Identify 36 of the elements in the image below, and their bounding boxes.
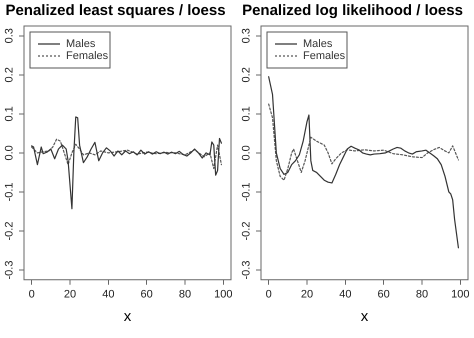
x-tick-label: 40 bbox=[339, 288, 352, 300]
x-tick-label: 20 bbox=[64, 288, 76, 300]
y-tick-label: 0.2 bbox=[240, 67, 253, 82]
x-axis-title: x bbox=[124, 308, 132, 326]
x-tick-label: 100 bbox=[214, 288, 233, 300]
x-tick-label: 100 bbox=[451, 288, 470, 300]
y-tick-label: 0.1 bbox=[4, 106, 16, 122]
y-tick-label: -0.3 bbox=[240, 260, 253, 280]
legend-label: Males bbox=[303, 38, 333, 50]
chart-title: Penalized log likelihood / loess bbox=[242, 2, 463, 20]
line-series bbox=[31, 138, 222, 170]
legend-label: Males bbox=[66, 38, 96, 50]
y-tick-label: 0.2 bbox=[4, 67, 16, 82]
y-tick-label: 0.0 bbox=[240, 145, 253, 161]
line-series bbox=[268, 103, 460, 181]
x-tick-label: 0 bbox=[266, 288, 272, 300]
x-axis-title: x bbox=[360, 308, 369, 326]
x-tick-label: 80 bbox=[416, 288, 428, 300]
legend-label: Females bbox=[303, 50, 346, 62]
x-tick-label: 40 bbox=[102, 288, 114, 300]
legend-label: Females bbox=[66, 50, 109, 62]
y-tick-label: 0.3 bbox=[4, 28, 16, 44]
y-tick-label: 0.1 bbox=[240, 106, 253, 122]
y-tick-label: 0.3 bbox=[240, 28, 253, 44]
x-tick-label: 80 bbox=[178, 288, 192, 300]
x-tick-label: 0 bbox=[28, 288, 35, 300]
y-tick-label: -0.3 bbox=[4, 260, 16, 280]
x-tick-label: 60 bbox=[378, 288, 390, 300]
y-tick-label: 0.0 bbox=[4, 145, 16, 161]
chart-title: Penalized least squares / loess bbox=[5, 2, 226, 20]
y-tick-label: -0.1 bbox=[240, 182, 253, 202]
y-tick-label: -0.2 bbox=[4, 222, 16, 240]
x-tick-label: 60 bbox=[140, 288, 153, 300]
x-tick-label: 20 bbox=[300, 288, 314, 300]
y-tick-label: -0.1 bbox=[4, 182, 16, 202]
y-tick-label: -0.2 bbox=[240, 222, 253, 240]
